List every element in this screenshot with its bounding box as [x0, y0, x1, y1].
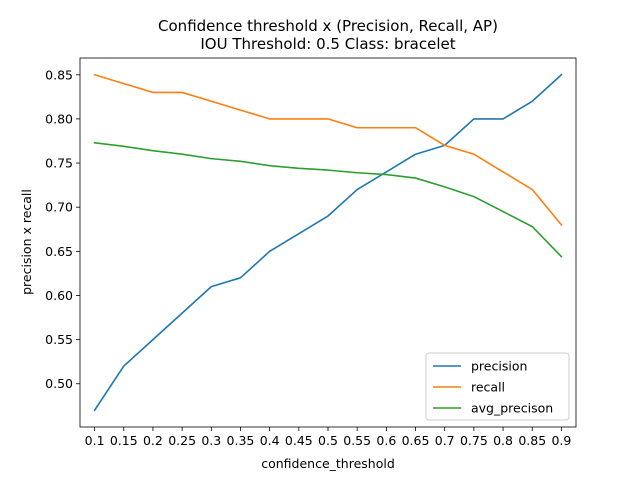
x-tick-label: 0.35	[227, 433, 255, 448]
y-tick-label: 0.55	[45, 332, 73, 347]
y-tick-label: 0.60	[45, 288, 73, 303]
x-tick-label: 0.6	[376, 433, 396, 448]
chart-title-line-1: Confidence threshold x (Precision, Recal…	[158, 17, 498, 35]
series-line-avg_precison	[93, 141, 563, 258]
legend-box	[425, 352, 570, 421]
x-tick-label: 0.75	[460, 433, 488, 448]
series-line-precision	[93, 73, 563, 412]
x-tick-label: 0.1	[85, 433, 105, 448]
legend-label-avg_precison: avg_precison	[471, 401, 553, 416]
y-tick-label: 0.70	[45, 200, 73, 215]
x-axis-label: confidence_threshold	[261, 456, 395, 471]
x-tick-label: 0.45	[285, 433, 313, 448]
y-tick-label: 0.65	[45, 244, 73, 259]
x-tick-label: 0.85	[518, 433, 546, 448]
x-tick-label: 0.15	[110, 433, 138, 448]
legend: precision recall avg_precison	[425, 352, 570, 421]
x-tick-label: 0.8	[493, 433, 513, 448]
legend-label-recall: recall	[471, 380, 505, 395]
y-axis-label: precision x recall	[19, 189, 34, 295]
x-tick-label: 0.7	[435, 433, 455, 448]
x-tick-label: 0.4	[260, 433, 280, 448]
y-tick-label: 0.50	[45, 376, 73, 391]
x-tick-label: 0.5	[318, 433, 338, 448]
x-tick-label: 0.9	[551, 433, 571, 448]
x-tick-label: 0.2	[143, 433, 163, 448]
y-tick-label: 0.75	[45, 156, 73, 171]
x-tick-label: 0.25	[168, 433, 196, 448]
chart-title-line-2: IOU Threshold: 0.5 Class: bracelet	[200, 35, 455, 53]
axes-frame	[79, 57, 577, 428]
x-tick-label: 0.65	[402, 433, 430, 448]
y-tick-label: 0.85	[45, 67, 73, 82]
series-line-recall	[93, 73, 563, 226]
x-tick-label: 0.55	[343, 433, 371, 448]
legend-label-precision: precision	[471, 359, 527, 374]
y-tick-label: 0.80	[45, 111, 73, 126]
plot-area: 0.1 0.15 0.2 0.25 0.3 0.35 0.4 0.45 0.5 0.55 0.6 0.…	[45, 57, 577, 448]
x-tick-label: 0.3	[201, 433, 221, 448]
